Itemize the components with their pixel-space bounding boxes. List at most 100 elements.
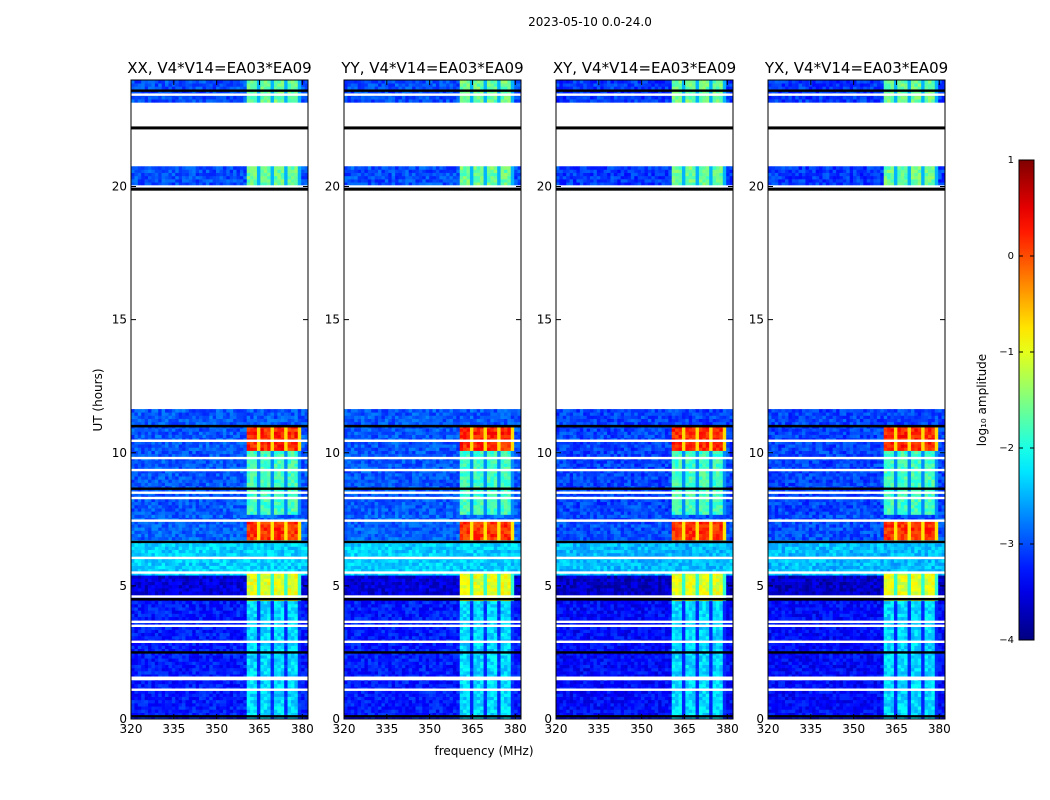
y-tick-label: 15	[749, 313, 764, 327]
x-tick-label: 365	[248, 722, 271, 736]
x-tick-label: 320	[757, 722, 780, 736]
colorbar-label: log₁₀ amplitude	[975, 354, 989, 446]
figure-suptitle: 2023-05-10 0.0-24.0	[528, 15, 652, 29]
flag-line	[131, 187, 308, 191]
gap-line	[768, 640, 945, 643]
flag-line	[556, 424, 733, 428]
panels-group: XX, V4*V14=EA03*EA09 320 335 350 365 380 0 5 10 1…	[112, 59, 951, 736]
gap-line	[768, 487, 945, 490]
gap-line	[556, 556, 733, 560]
gap-line	[131, 651, 308, 654]
gap-line	[556, 676, 733, 679]
gap-line	[344, 677, 521, 681]
gap-line	[556, 468, 733, 472]
gap-line	[131, 715, 308, 718]
y-tick-label: 20	[537, 180, 552, 194]
colorbar-gradient	[1018, 159, 1035, 641]
flag-line	[556, 597, 733, 601]
y-tick-label: 5	[119, 579, 127, 593]
x-tick-label: 335	[375, 722, 398, 736]
gap-line	[768, 456, 945, 460]
gap-line	[131, 93, 308, 96]
axes-frame	[555, 79, 734, 720]
gap-line	[344, 468, 521, 472]
panel-title: YX, V4*V14=EA03*EA09	[764, 59, 948, 77]
x-tick-label: 350	[205, 722, 228, 736]
heatmap-xy	[556, 80, 733, 719]
gap-line	[131, 688, 308, 691]
colorbar: 1 0 −1 −2 −3 −4	[999, 155, 1035, 646]
colorbar-tick-label: −2	[999, 443, 1014, 454]
colorbar-tick-label: 1	[1008, 155, 1014, 166]
x-axis-label: frequency (MHz)	[434, 744, 533, 758]
x-tick-label: 365	[885, 722, 908, 736]
gap-line	[556, 640, 733, 643]
gap-line	[344, 688, 521, 691]
colorbar-tick-label: −3	[999, 539, 1014, 550]
gap-line	[344, 496, 521, 500]
gap-line	[556, 439, 733, 442]
flag-line	[556, 126, 733, 130]
gap-line	[556, 93, 733, 96]
gap-line	[768, 540, 945, 544]
gap-line	[344, 439, 521, 442]
gap-line	[344, 620, 521, 624]
gap-line	[556, 519, 733, 522]
gap-line	[131, 468, 308, 472]
colorbar-tick-label: −1	[999, 347, 1014, 358]
x-tick-label: 365	[461, 722, 484, 736]
gap-line	[768, 624, 945, 628]
gap-line	[556, 491, 733, 494]
x-tick-label: 320	[333, 722, 356, 736]
gap-line	[768, 677, 945, 681]
x-tick-label: 335	[587, 722, 610, 736]
heatmap-xx	[131, 80, 308, 719]
x-tick-label: 335	[162, 722, 185, 736]
gap-line	[131, 456, 308, 460]
gap-line	[344, 89, 521, 92]
gap-line	[131, 571, 308, 574]
gap-line	[131, 185, 308, 188]
gap-line	[344, 93, 521, 96]
y-tick-label: 15	[537, 313, 552, 327]
gap-line	[768, 491, 945, 494]
panel-title: YY, V4*V14=EA03*EA09	[340, 59, 523, 77]
gap-line	[131, 491, 308, 494]
gap-line	[344, 595, 521, 598]
gap-line	[344, 624, 521, 628]
gap-line	[344, 519, 521, 522]
panel-xx: XX, V4*V14=EA03*EA09 320 335 350 365 380 0 5 10 1…	[112, 59, 314, 736]
y-tick-label: 0	[544, 712, 552, 726]
gap-line	[768, 519, 945, 522]
gap-line	[556, 456, 733, 460]
gap-line	[131, 640, 308, 643]
y-tick-label: 10	[537, 446, 552, 460]
heatmap-yx	[768, 80, 945, 719]
axes-frame	[343, 79, 522, 720]
colorbar-tick-label: 0	[1008, 251, 1014, 262]
x-tick-label: 350	[630, 722, 653, 736]
gap-line	[131, 519, 308, 522]
gap-line	[768, 715, 945, 718]
gap-line	[556, 651, 733, 654]
gap-line	[556, 595, 733, 598]
gap-line	[344, 715, 521, 718]
flag-line	[131, 424, 308, 428]
flag-line	[344, 126, 521, 130]
gap-line	[131, 496, 308, 500]
gap-line	[131, 89, 308, 92]
flag-line	[344, 597, 521, 601]
x-tick-label: 350	[418, 722, 441, 736]
panel-yy: YY, V4*V14=EA03*EA09 320 335 350 365 380 0 5 10 1…	[325, 59, 527, 736]
gap-line	[131, 677, 308, 681]
gap-line	[556, 677, 733, 681]
gap-line	[556, 571, 733, 574]
gap-line	[768, 620, 945, 624]
x-tick-label: 380	[504, 722, 527, 736]
gap-line	[556, 624, 733, 628]
flag-line	[768, 424, 945, 428]
x-tick-label: 350	[842, 722, 865, 736]
gap-line	[768, 556, 945, 560]
y-axis-label: UT (hours)	[91, 368, 105, 431]
gap-line	[556, 185, 733, 188]
